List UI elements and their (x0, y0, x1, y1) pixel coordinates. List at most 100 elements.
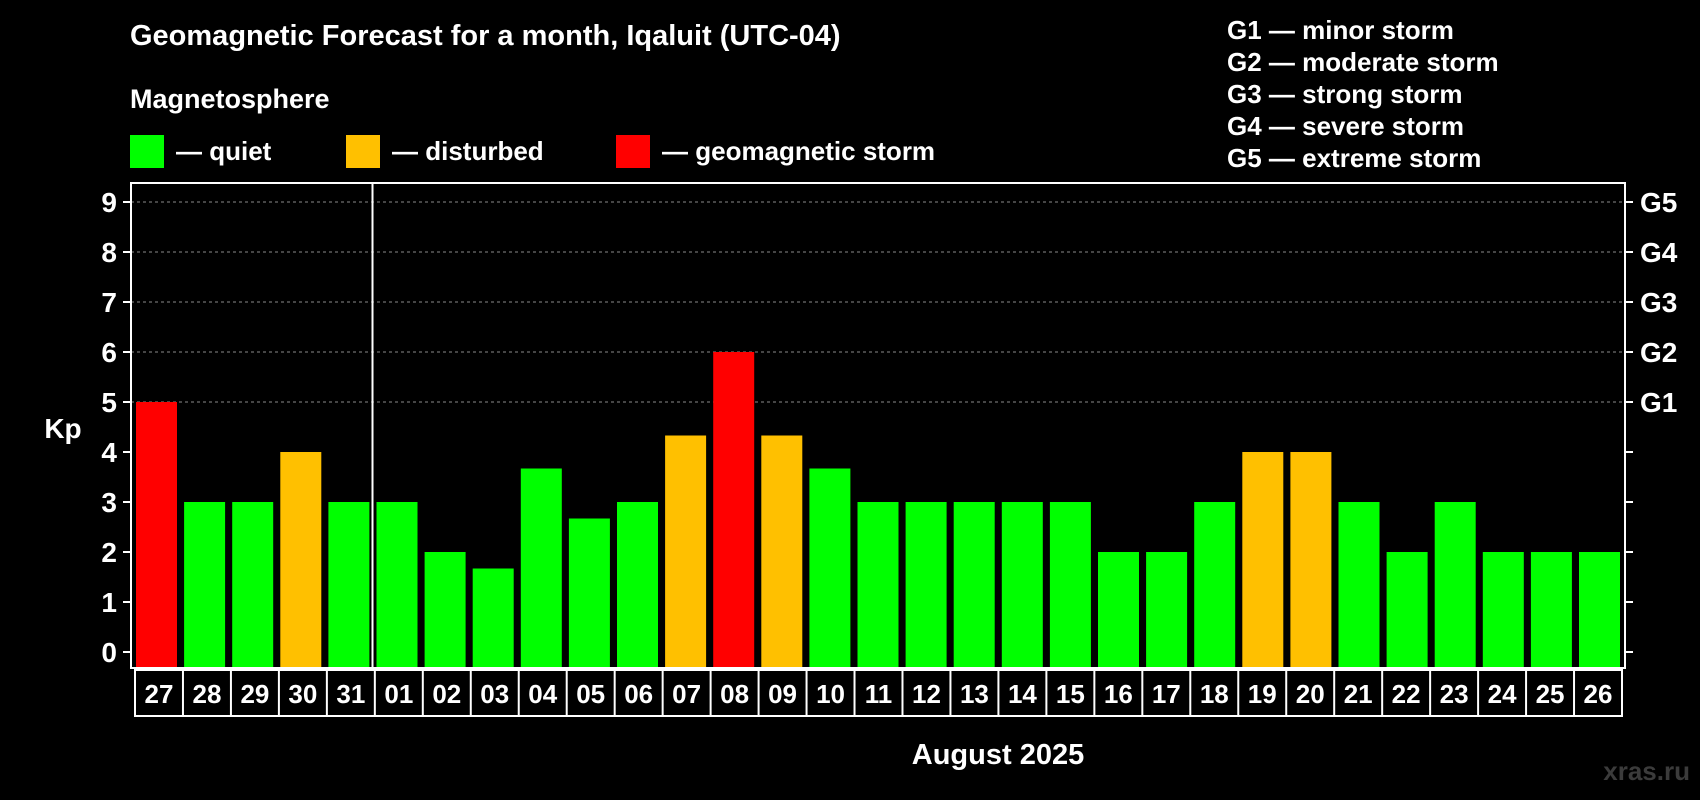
bar-21 (1338, 502, 1380, 668)
day-label-17: 17 (1152, 679, 1181, 709)
ytick-label-3: 3 (101, 487, 117, 518)
day-label-09: 09 (768, 679, 797, 709)
day-label-30: 30 (288, 679, 317, 709)
bar-06 (617, 502, 658, 668)
y-axis-title: Kp (44, 413, 81, 444)
bar-03 (472, 568, 514, 668)
storm-scale-g3: G3 — strong storm (1227, 79, 1463, 109)
legend-swatch-quiet (130, 134, 164, 168)
legend-disturbed: — disturbed (346, 134, 544, 168)
day-label-22: 22 (1392, 679, 1421, 709)
day-label-10: 10 (816, 679, 845, 709)
storm-scale-g2: G2 — moderate storm (1227, 47, 1499, 77)
legend-label-disturbed: — disturbed (392, 135, 544, 166)
bar-24 (1482, 552, 1524, 668)
day-label-07: 07 (672, 679, 701, 709)
day-label-16: 16 (1104, 679, 1133, 709)
day-label-04: 04 (528, 679, 557, 709)
ytick-label-1: 1 (101, 587, 117, 618)
bar-17 (1146, 552, 1188, 668)
day-label-21: 21 (1344, 679, 1373, 709)
legend-storm: — geomagnetic storm (616, 134, 935, 168)
chart-title: Geomagnetic Forecast for a month, Iqalui… (130, 20, 841, 52)
day-label-27: 27 (145, 679, 174, 709)
ytick-label-6: 6 (101, 337, 117, 368)
day-label-15: 15 (1056, 679, 1085, 709)
day-label-18: 18 (1200, 679, 1229, 709)
plot-frame (130, 182, 1626, 669)
day-label-31: 31 (336, 679, 365, 709)
bar-26 (1579, 552, 1620, 668)
storm-scale-g1: G1 — minor storm (1227, 15, 1454, 45)
day-label-12: 12 (912, 679, 941, 709)
watermark: xras.ru (1603, 756, 1690, 786)
day-label-25: 25 (1536, 679, 1565, 709)
bar-18 (1194, 502, 1236, 668)
ytick-label-7: 7 (101, 287, 117, 318)
g-axis-label-g4: G4 (1640, 237, 1678, 268)
bar-16 (1098, 552, 1139, 668)
bar-28 (184, 502, 226, 668)
day-label-08: 08 (720, 679, 749, 709)
ytick-label-5: 5 (101, 387, 117, 418)
day-label-14: 14 (1008, 679, 1037, 709)
day-label-13: 13 (960, 679, 989, 709)
day-label-29: 29 (240, 679, 269, 709)
bar-15 (1049, 502, 1091, 668)
day-label-06: 06 (624, 679, 653, 709)
day-label-11: 11 (865, 679, 893, 709)
bar-04 (520, 468, 562, 668)
x-axis-title: August 2025 (912, 739, 1084, 771)
bar-14 (1001, 502, 1043, 668)
bar-09 (761, 435, 803, 668)
legend-swatch-storm (616, 134, 650, 168)
day-label-28: 28 (192, 679, 221, 709)
ytick-label-4: 4 (101, 437, 117, 468)
ytick-label-9: 9 (101, 187, 117, 218)
g-axis-label-g2: G2 (1640, 337, 1677, 368)
ytick-label-0: 0 (101, 637, 117, 668)
bar-22 (1386, 552, 1428, 668)
day-label-19: 19 (1248, 679, 1277, 709)
day-label-26: 26 (1584, 679, 1613, 709)
bar-29 (232, 502, 274, 668)
bar-20 (1290, 452, 1332, 668)
legend-swatch-disturbed (346, 134, 380, 168)
day-label-row (134, 669, 1623, 717)
day-label-03: 03 (480, 679, 509, 709)
bar-11 (857, 502, 899, 668)
bar-12 (905, 502, 947, 668)
g-axis-label-g5: G5 (1640, 187, 1677, 218)
bar-19 (1242, 452, 1284, 668)
day-label-05: 05 (576, 679, 605, 709)
bar-27 (136, 402, 177, 668)
bar-23 (1434, 502, 1476, 668)
day-label-24: 24 (1488, 679, 1517, 709)
day-label-01: 01 (384, 679, 413, 709)
magnetosphere-label: Magnetosphere (130, 84, 330, 114)
bar-08 (713, 352, 755, 668)
storm-scale-g5: G5 — extreme storm (1227, 143, 1482, 173)
storm-scale-g4: G4 — severe storm (1227, 111, 1465, 141)
bar-25 (1530, 552, 1572, 668)
bar-13 (953, 502, 995, 668)
bar-05 (568, 518, 610, 668)
g-axis-label-g1: G1 (1640, 387, 1677, 418)
ytick-label-2: 2 (101, 537, 117, 568)
day-label-02: 02 (432, 679, 461, 709)
bar-01 (376, 502, 418, 668)
ytick-label-8: 8 (101, 237, 117, 268)
bar-02 (424, 552, 466, 668)
legend-label-quiet: — quiet (176, 135, 272, 166)
g-axis-label-g3: G3 (1640, 287, 1677, 318)
legend-quiet: — quiet (130, 134, 271, 168)
day-label-23: 23 (1440, 679, 1469, 709)
day-label-20: 20 (1296, 679, 1325, 709)
storm-scale-legend: G1 — minor storm G2 — moderate storm G3 … (1227, 14, 1499, 174)
bar-07 (665, 435, 707, 668)
bar-31 (328, 502, 370, 668)
bar-30 (280, 452, 322, 668)
legend-label-storm: — geomagnetic storm (662, 135, 936, 166)
bar-10 (809, 468, 851, 668)
